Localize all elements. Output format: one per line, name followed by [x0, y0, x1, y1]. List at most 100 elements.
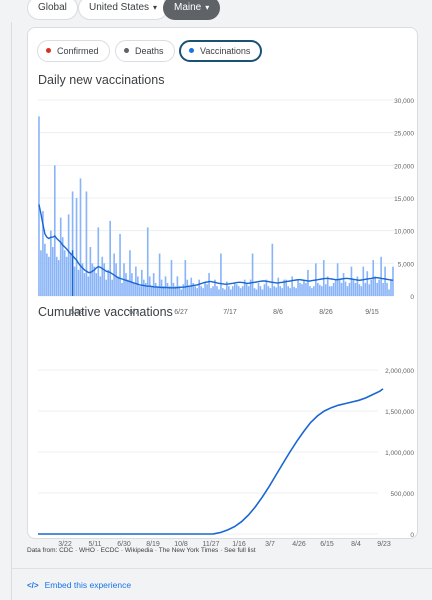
bar [239, 288, 242, 296]
bar [348, 282, 351, 296]
bar [164, 276, 167, 296]
bar [273, 286, 276, 296]
bar [382, 282, 384, 296]
bar [226, 281, 228, 296]
bar [91, 263, 94, 296]
bar [271, 243, 274, 296]
bar [301, 284, 303, 296]
tab-label: Vaccinations [200, 46, 251, 56]
bar [233, 282, 236, 296]
bar [174, 286, 177, 296]
bar [69, 253, 72, 296]
bar [366, 271, 369, 296]
x-tick-label: 6/27 [174, 309, 188, 316]
location-chip-maine[interactable]: Maine ▾ [163, 0, 221, 20]
tab-deaths[interactable]: Deaths [115, 40, 175, 62]
x-tick-label: 11/27 [203, 541, 220, 548]
code-icon: </> [27, 581, 39, 590]
tab-vaccinations[interactable]: Vaccinations [179, 40, 263, 62]
bar [178, 286, 181, 296]
bar [186, 279, 189, 296]
bar [93, 266, 96, 296]
bar [140, 269, 143, 296]
bar [237, 286, 240, 296]
chip-label: Global [38, 2, 67, 13]
divider [12, 568, 432, 569]
bar [289, 288, 291, 296]
bar [198, 279, 200, 296]
x-tick-label: 7/17 [223, 309, 237, 316]
bar [218, 289, 220, 296]
bar [222, 288, 224, 296]
bar [261, 289, 264, 296]
tab-confirmed[interactable]: Confirmed [37, 40, 110, 62]
bar [265, 279, 268, 296]
bar [150, 286, 153, 296]
bar [229, 289, 232, 296]
bar [109, 220, 111, 296]
location-chip-united-states[interactable]: United States ▾ [78, 0, 169, 20]
bar [346, 286, 349, 296]
y-tick-label: 0 [410, 294, 414, 301]
bar [190, 277, 193, 296]
bar [269, 288, 272, 296]
embed-label: Embed this experience [44, 580, 132, 590]
bar [368, 284, 371, 296]
cumulative-line [38, 388, 384, 535]
bar [85, 191, 88, 296]
chip-label: Maine [174, 2, 202, 13]
bar [105, 279, 108, 296]
bar [299, 282, 301, 296]
bar [247, 286, 250, 296]
bar [364, 282, 367, 296]
daily-vaccinations-chart: 30,000 25,000 20,000 15,000 10,000 5,000 0 5/18… [38, 98, 415, 316]
bar [154, 282, 157, 296]
tab-label: Deaths [135, 46, 164, 56]
bar [44, 243, 46, 296]
y-tick-label: 5,000 [398, 261, 415, 268]
data-source-text: Data from: CDC · WHO · ECDC · Wikipedia … [27, 547, 256, 554]
bar [115, 263, 117, 296]
bar [350, 266, 353, 296]
bar [162, 286, 165, 296]
bar [42, 211, 44, 296]
bar [77, 269, 80, 296]
bar [101, 256, 104, 296]
embed-link[interactable]: </> Embed this experience [27, 580, 131, 590]
bar [180, 289, 183, 296]
bar [249, 279, 252, 296]
bar [303, 279, 305, 296]
y-tick-label: 0 [410, 532, 414, 539]
x-tick-label: 5/11 [88, 541, 101, 548]
bar [235, 284, 238, 296]
cumulative-vaccinations-chart: 2,000,000 1,500,000 1,000,000 500,000 0 3/22 5… [38, 368, 414, 548]
bar [89, 247, 92, 296]
bar [63, 250, 66, 296]
x-tick-label: 9/15 [365, 309, 379, 316]
bar [307, 269, 309, 296]
bar [55, 256, 58, 296]
bar [202, 288, 204, 296]
bar [119, 233, 121, 296]
x-tick-label: 3/7 [265, 541, 275, 548]
bar [253, 288, 256, 296]
x-tick-label: 6/7 [129, 309, 139, 316]
bar [317, 282, 319, 296]
bar [168, 286, 171, 296]
bar [71, 191, 74, 296]
bar [142, 279, 145, 296]
bar [362, 266, 365, 296]
y-tick-label: 15,000 [394, 196, 414, 203]
bar [390, 279, 392, 296]
bar [257, 282, 260, 296]
x-tick-label: 4/26 [292, 541, 306, 548]
bar [50, 230, 52, 296]
bar [231, 286, 234, 296]
x-tick-label: 6/15 [320, 541, 334, 548]
bar [144, 282, 147, 296]
bar [320, 286, 323, 296]
tab-label: Confirmed [57, 46, 99, 56]
location-chip-global[interactable]: Global [27, 0, 78, 20]
bar [95, 273, 98, 296]
bar [370, 279, 373, 296]
